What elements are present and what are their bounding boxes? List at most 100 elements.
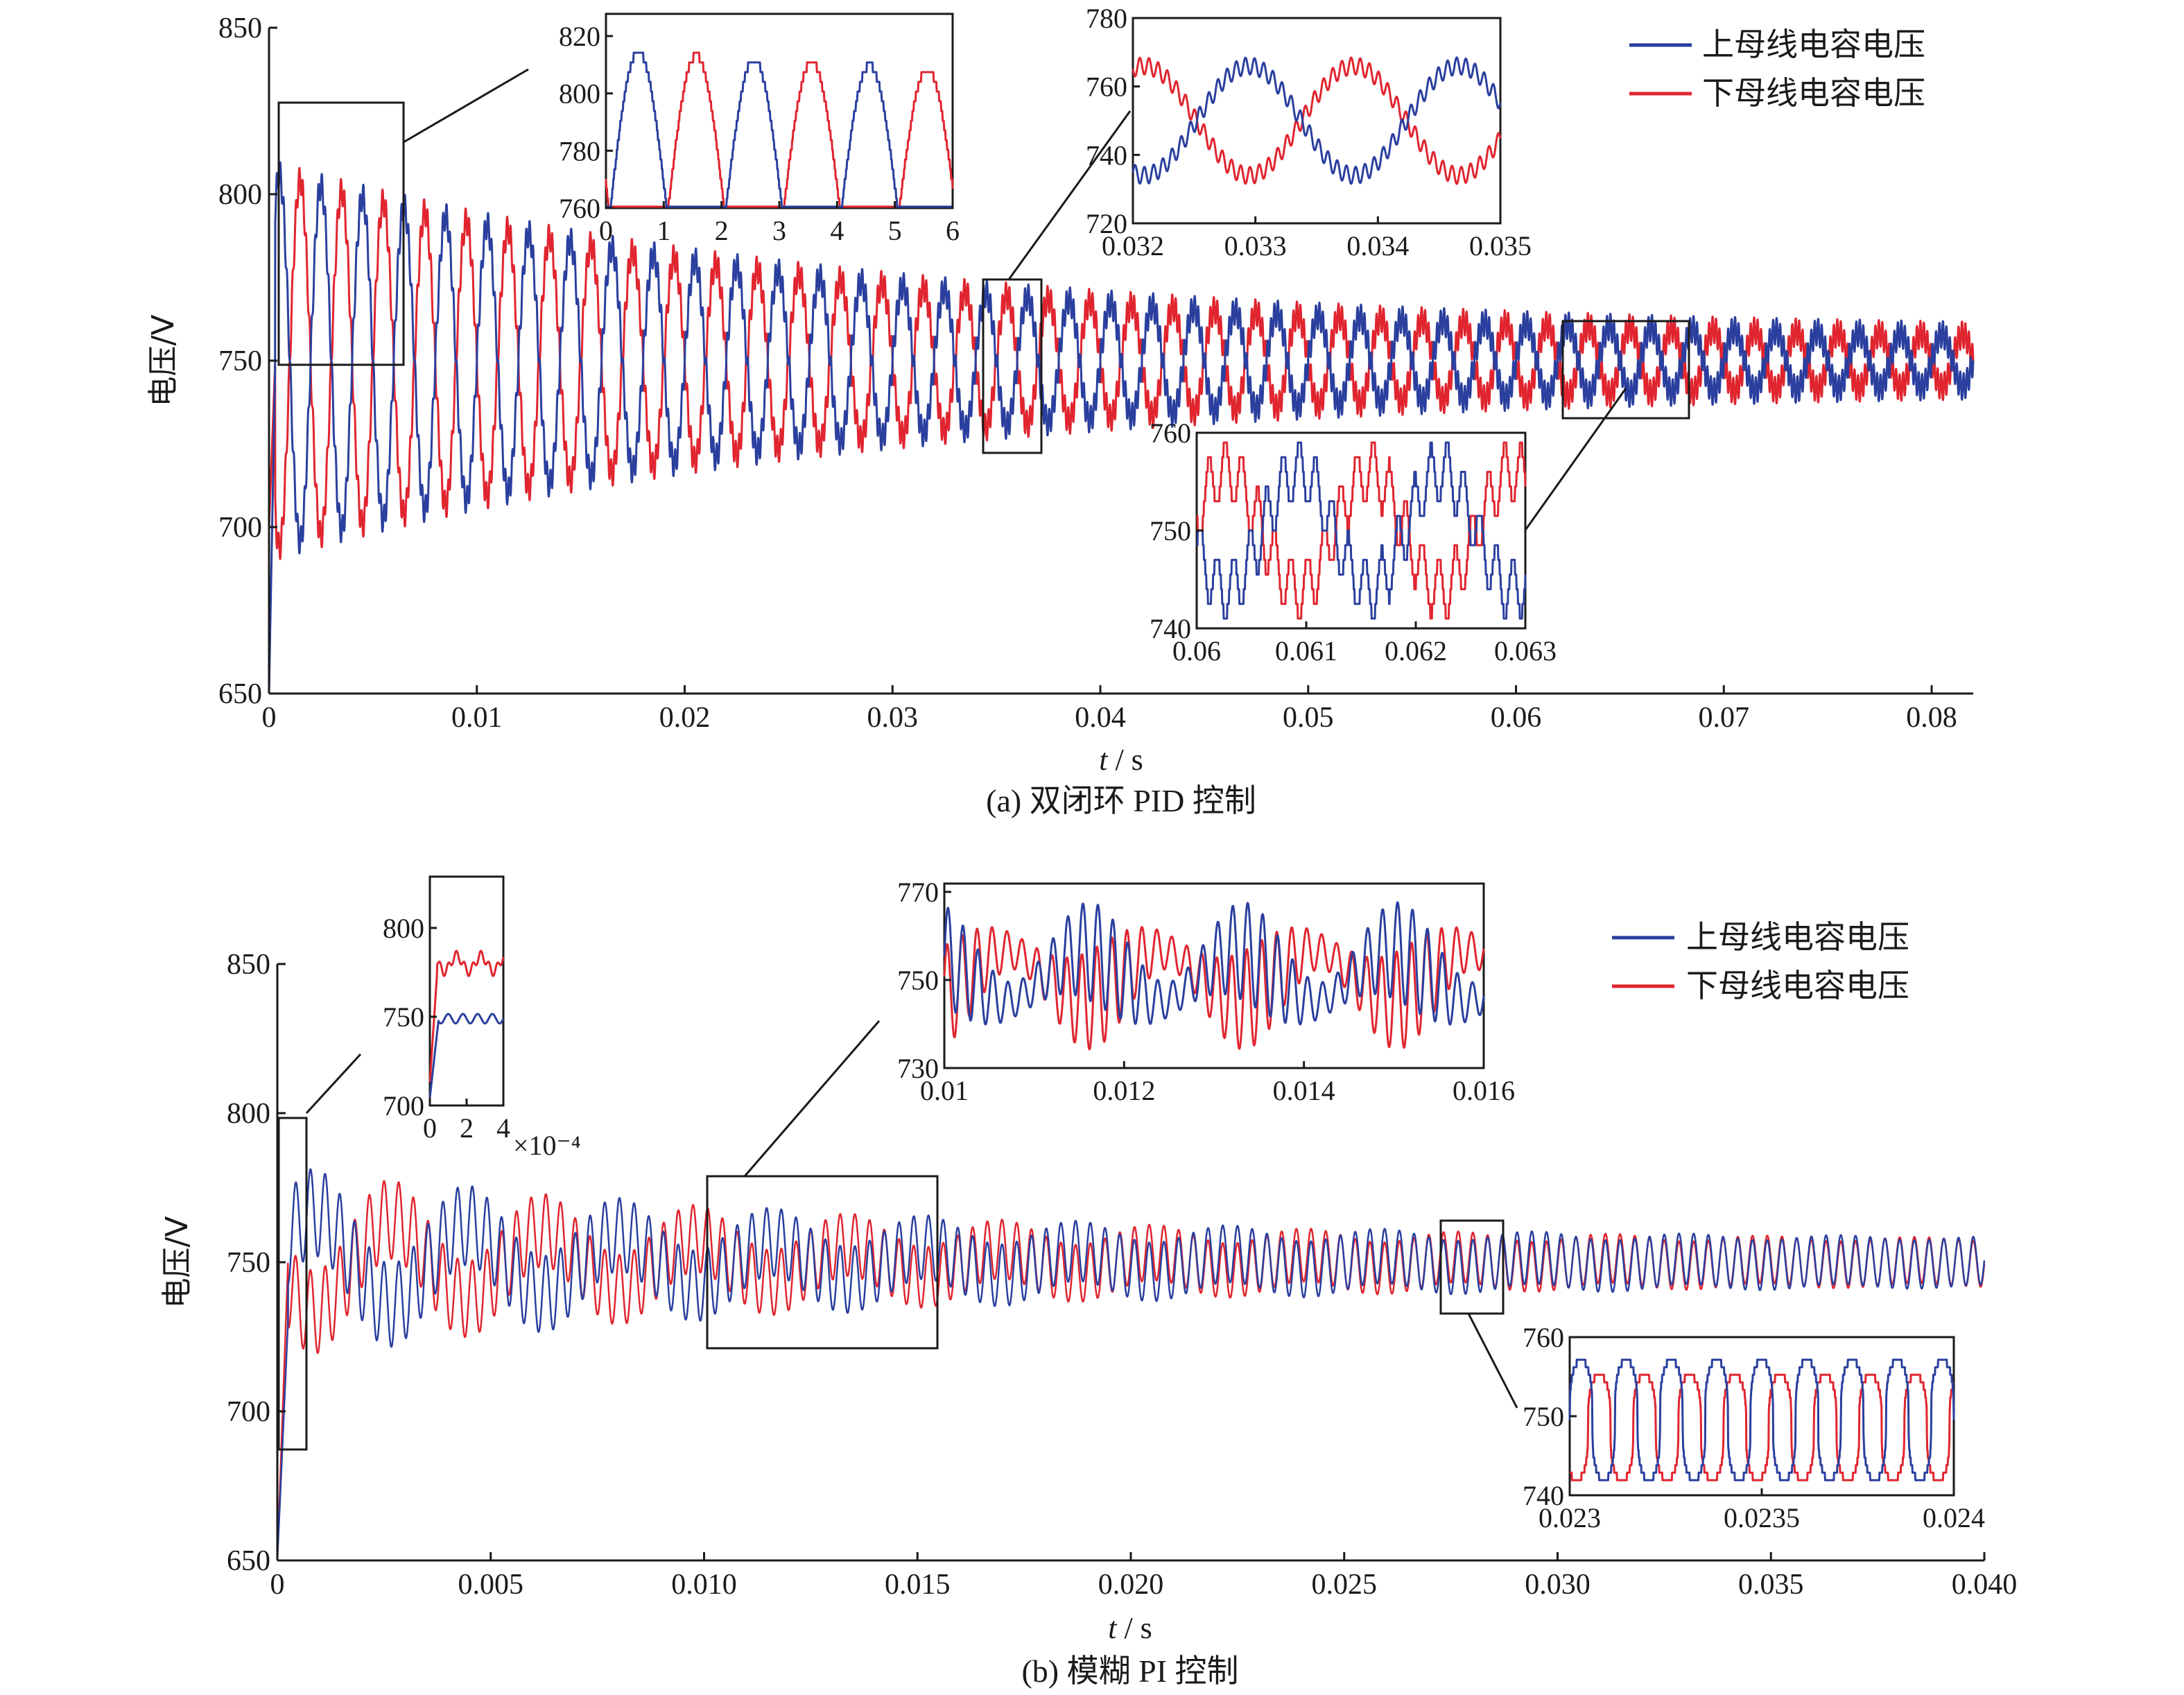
- panel-a-ytick-label: 750: [218, 345, 262, 377]
- panel-a-connector-3: [1521, 388, 1627, 535]
- panel-b-ytick-label: 700: [227, 1396, 270, 1428]
- panel-a-legend-upper-label: 上母线电容电压: [1702, 26, 1925, 63]
- panel-a-inset-2-ytick-label: 740: [1086, 139, 1127, 171]
- panel-a-connector-2: [1007, 110, 1132, 280]
- panel-a-inset-3-upper-line: [1196, 441, 1527, 620]
- panel-b-xtick-label: 0.005: [458, 1569, 524, 1601]
- panel-b-ytick-label: 750: [227, 1247, 270, 1279]
- panel-b-inset-1-ticks: 0 2 4 700 750 800: [383, 913, 510, 1144]
- panel-a-ytick-label: 700: [218, 512, 262, 544]
- panel-a-inset-1-ytick-label: 800: [559, 78, 600, 110]
- panel-b-inset-2-ytick-label: 770: [897, 877, 939, 908]
- panel-a-inset-3-xtick-label: 0.061: [1275, 635, 1337, 666]
- panel-a-inset-2-lower-line: [1132, 56, 1502, 185]
- panel-b-inset-2-upper-line: [943, 901, 1485, 1026]
- panel-b-inset-3-xtick-label: 0.024: [1923, 1502, 1985, 1533]
- panel-a-xtick-label: 0.04: [1075, 702, 1126, 734]
- panel-a-inset-1-upper-line: [605, 51, 953, 208]
- panel-a-inset-3-xtick-label: 0.062: [1385, 635, 1447, 666]
- panel-b-caption: (b) 模糊 PI 控制: [1021, 1653, 1238, 1689]
- panel-a-inset-2-ticks: 0.032 0.033 0.034 0.035 720 740 760 780: [1086, 3, 1532, 261]
- panel-a-ytick-label: 800: [218, 179, 262, 211]
- panel-b-connector-3: [1467, 1313, 1518, 1409]
- panel-b-xtick-label: 0.010: [671, 1569, 737, 1601]
- panel-a-xtick-label: 0.07: [1699, 702, 1750, 734]
- panel-b-inset-3-ticks: 0.023 0.0235 0.024 740 750 760: [1523, 1322, 1985, 1533]
- panel-a-inset-2-upper-line: [1132, 56, 1502, 185]
- panel-b-upper-series: [276, 1168, 1986, 1561]
- panel-a-ytick-label: 650: [218, 678, 262, 710]
- panel-b-inset-1-xtick-label: 2: [460, 1112, 474, 1144]
- panel-b-x-label-var: t: [1108, 1611, 1118, 1645]
- panel-a-inset-3-series: [1196, 441, 1527, 620]
- panel-b-inset-2-lower-line: [943, 926, 1485, 1051]
- panel-b-y-label: 电压/V: [159, 1216, 195, 1309]
- panel-b-ytick-label: 850: [227, 949, 270, 981]
- panel-a-inset-3-ticks: 0.06 0.061 0.062 0.063 740 750 760: [1150, 418, 1557, 666]
- panel-b-upper-line: [276, 1168, 1986, 1561]
- panel-b-inset-1: 0 2 4 700 750 800 ×10⁻⁴: [383, 875, 581, 1161]
- panel-a-inset-2-xtick-label: 0.033: [1224, 230, 1287, 261]
- panel-b-inset-3: 0.023 0.0235 0.024 740 750 760: [1523, 1322, 1985, 1533]
- panel-b-zoom-box-3: [1439, 1219, 1505, 1315]
- panel-b-inset-1-upper-line: [428, 1013, 505, 1098]
- panel-a-x-label: t / s: [1099, 743, 1143, 777]
- panel-a-inset-3: 0.06 0.061 0.062 0.063 740 750 760: [1150, 418, 1557, 666]
- panel-a-ytick-label: 850: [218, 12, 262, 44]
- panel-a-inset-2-xtick-label: 0.034: [1346, 230, 1409, 261]
- panel-b-inset-2-xtick-label: 0.014: [1273, 1075, 1335, 1106]
- panel-a-y-ticks: 650 700 750 800 850: [218, 12, 277, 710]
- panel-b-inset-2: 0.01 0.012 0.014 0.016 730 750 770: [897, 877, 1515, 1106]
- panel-b-connector-1: [305, 1053, 362, 1115]
- panel-b-legend-lower-label: 下母线电容电压: [1686, 967, 1909, 1004]
- panel-a-inset-1-xtick-label: 0: [599, 215, 613, 246]
- panel-b-inset-2-ytick-label: 730: [897, 1053, 939, 1084]
- panel-a-inset-3-ytick-label: 740: [1150, 613, 1191, 644]
- panel-b-inset-1-frame: [428, 875, 505, 1107]
- panel-a-inset-3-xtick-label: 0.063: [1494, 635, 1557, 666]
- panel-b-xtick-label: 0: [270, 1569, 285, 1601]
- panel-a-zoom-box-2: [982, 278, 1043, 454]
- panel-a-inset-1-xtick-label: 2: [715, 215, 729, 246]
- panel-a-x-label-unit: / s: [1107, 743, 1143, 777]
- panel-a-xtick-label: 0.05: [1283, 702, 1334, 734]
- panel-b-inset-1-xtick-label: 4: [496, 1112, 510, 1144]
- panel-a-inset-1-xtick-label: 3: [772, 215, 786, 246]
- panel-b-chart: 0 0.005 0.010 0.015 0.020 0.025 0.030 0.035 0.04…: [159, 875, 2017, 1689]
- panel-a-inset-1-ytick-label: 780: [559, 135, 600, 166]
- panel-a-inset-1-ytick-label: 760: [559, 193, 600, 224]
- panel-b-inset-2-xtick-label: 0.016: [1453, 1075, 1515, 1106]
- panel-a-inset-3-ytick-label: 760: [1150, 418, 1191, 449]
- panel-a-x-ticks: 0 0.01 0.02 0.03 0.04 0.05 0.06 0.07 0.08: [262, 685, 1957, 734]
- panel-b-inset-2-ytick-label: 750: [897, 965, 939, 996]
- panel-a-zoom-box-1: [277, 101, 405, 366]
- panel-b-inset-3-frame: [1568, 1336, 1955, 1497]
- panel-a-legend: 上母线电容电压 下母线电容电压: [1629, 26, 1925, 112]
- panel-b-inset-2-series: [943, 901, 1485, 1051]
- panel-a-inset-1-xtick-label: 4: [830, 215, 844, 246]
- panel-a-inset-1-xtick-label: 1: [657, 215, 670, 246]
- panel-a-inset-1: 0 1 2 3 4 5 6 760 780 800 820: [559, 12, 960, 246]
- panel-b-xtick-label: 0.020: [1098, 1569, 1164, 1601]
- panel-a-inset-2-ytick-label: 720: [1086, 208, 1127, 239]
- panel-b-lower-series: [276, 1180, 1986, 1561]
- panel-b-inset-3-series: [1568, 1359, 1955, 1481]
- panel-a-xtick-label: 0: [262, 702, 277, 734]
- panel-b-ytick-label: 650: [227, 1545, 270, 1577]
- panel-b-zoom-box-1: [277, 1117, 308, 1451]
- panel-b-xtick-label: 0.015: [885, 1569, 951, 1601]
- panel-b-lower-line: [276, 1180, 1986, 1561]
- panel-b-inset-3-ytick-label: 760: [1523, 1322, 1564, 1353]
- panel-b-inset-2-xtick-label: 0.012: [1093, 1075, 1155, 1106]
- panel-a-zoom-box-3: [1561, 320, 1690, 420]
- panel-b-ytick-label: 800: [227, 1098, 270, 1130]
- panel-a-inset-2-frame: [1132, 17, 1502, 225]
- panel-b-inset-2-ticks: 0.01 0.012 0.014 0.016 730 750 770: [897, 877, 1515, 1106]
- panel-b-inset-1-ytick-label: 800: [383, 913, 424, 944]
- panel-a-legend-lower-label: 下母线电容电压: [1702, 74, 1925, 112]
- panel-b-inset-1-lower-line: [428, 949, 505, 1083]
- panel-a-xtick-label: 0.03: [867, 702, 919, 734]
- panel-b-legend: 上母线电容电压 下母线电容电压: [1612, 918, 1909, 1004]
- panel-b-inset-3-ytick-label: 740: [1523, 1480, 1564, 1511]
